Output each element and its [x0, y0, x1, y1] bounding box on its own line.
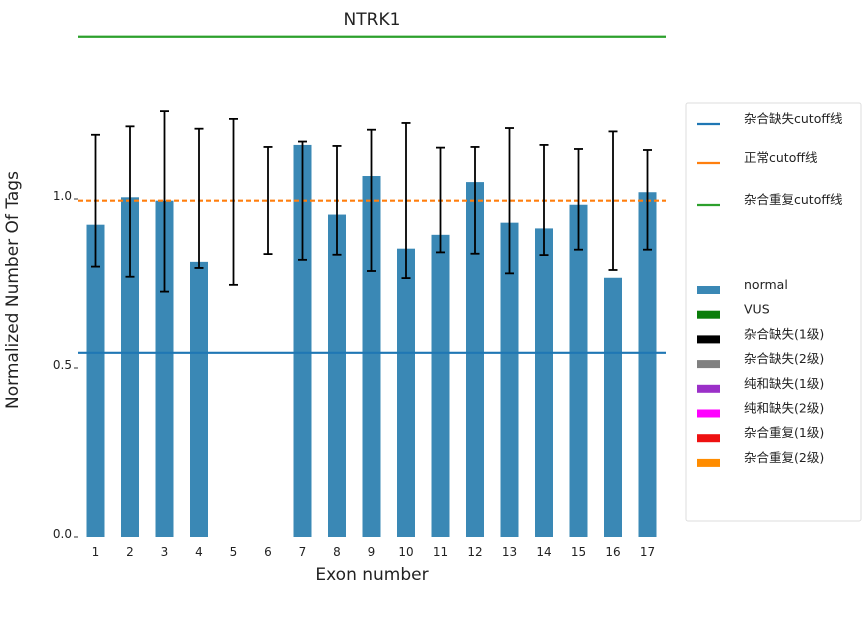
- y-tick-label-1: 0.5: [53, 358, 72, 372]
- x-tick-label-10: 10: [398, 545, 413, 559]
- bar-exon-9: [362, 176, 381, 538]
- legend-patch-swatch-2: [697, 335, 720, 344]
- y-tick-label-0: 0.0: [53, 527, 72, 541]
- bar-exon-14: [535, 228, 553, 537]
- legend-patch-swatch-7: [697, 458, 720, 467]
- bar-exon-7: [293, 144, 312, 538]
- bar-exon-8: [328, 214, 346, 537]
- legend-line-label-1: 正常cutoff线: [744, 150, 818, 165]
- x-tick-label-1: 1: [92, 545, 100, 559]
- x-tick-label-4: 4: [195, 545, 203, 559]
- legend-line-label-0: 杂合缺失cutoff线: [744, 111, 843, 126]
- x-tick-label-6: 6: [264, 545, 272, 559]
- bar-exon-11: [431, 234, 450, 537]
- x-axis-label: Exon number: [315, 565, 428, 585]
- x-tick-label-16: 16: [605, 545, 620, 559]
- bar-exon-2: [121, 197, 139, 537]
- bar-exon-15: [569, 204, 588, 537]
- x-tick-label-2: 2: [126, 545, 134, 559]
- legend-patch-label-0: normal: [744, 277, 788, 292]
- y-axis-label: Normalized Number Of Tags: [3, 171, 23, 409]
- legend-patch-label-2: 杂合缺失(1级): [744, 326, 824, 341]
- y-tick-label-2: 1.0: [53, 189, 72, 203]
- bar-exon-17: [638, 192, 657, 538]
- x-tick-label-14: 14: [536, 545, 551, 559]
- x-tick-label-8: 8: [333, 545, 341, 559]
- legend-patch-swatch-4: [697, 384, 720, 393]
- legend-patch-swatch-1: [697, 310, 720, 319]
- x-tick-label-15: 15: [571, 545, 586, 559]
- legend-patch-swatch-0: [697, 286, 720, 294]
- legend-line-label-2: 杂合重复cutoff线: [744, 192, 843, 207]
- legend-patch-label-4: 纯和缺失(1级): [744, 376, 824, 391]
- bar-exon-3: [155, 200, 174, 537]
- legend-patch-label-6: 杂合重复(1级): [744, 425, 824, 440]
- legend-box: [685, 102, 862, 522]
- x-tick-label-12: 12: [467, 545, 482, 559]
- bar-exon-16: [604, 277, 622, 537]
- legend-patch-swatch-5: [697, 409, 720, 418]
- x-tick-label-3: 3: [161, 545, 169, 559]
- legend-patch-label-7: 杂合重复(2级): [744, 450, 824, 465]
- x-tick-label-7: 7: [299, 545, 307, 559]
- legend-patch-label-3: 杂合缺失(2级): [744, 351, 824, 366]
- bar-exon-4: [190, 261, 208, 537]
- x-tick-label-5: 5: [230, 545, 238, 559]
- x-tick-label-11: 11: [433, 545, 448, 559]
- legend-patch-swatch-3: [697, 360, 720, 369]
- legend-patch-label-5: 纯和缺失(2级): [744, 401, 824, 416]
- legend-patch-swatch-6: [697, 434, 720, 443]
- x-tick-label-17: 17: [640, 545, 655, 559]
- bar-exon-12: [466, 182, 484, 537]
- legend-patch-label-1: VUS: [744, 302, 770, 317]
- bar-exon-13: [500, 222, 519, 537]
- bar-exon-10: [397, 248, 415, 537]
- x-tick-label-13: 13: [502, 545, 517, 559]
- chart-title: NTRK1: [344, 10, 401, 30]
- bar-exon-1: [86, 224, 105, 538]
- x-tick-label-9: 9: [368, 545, 376, 559]
